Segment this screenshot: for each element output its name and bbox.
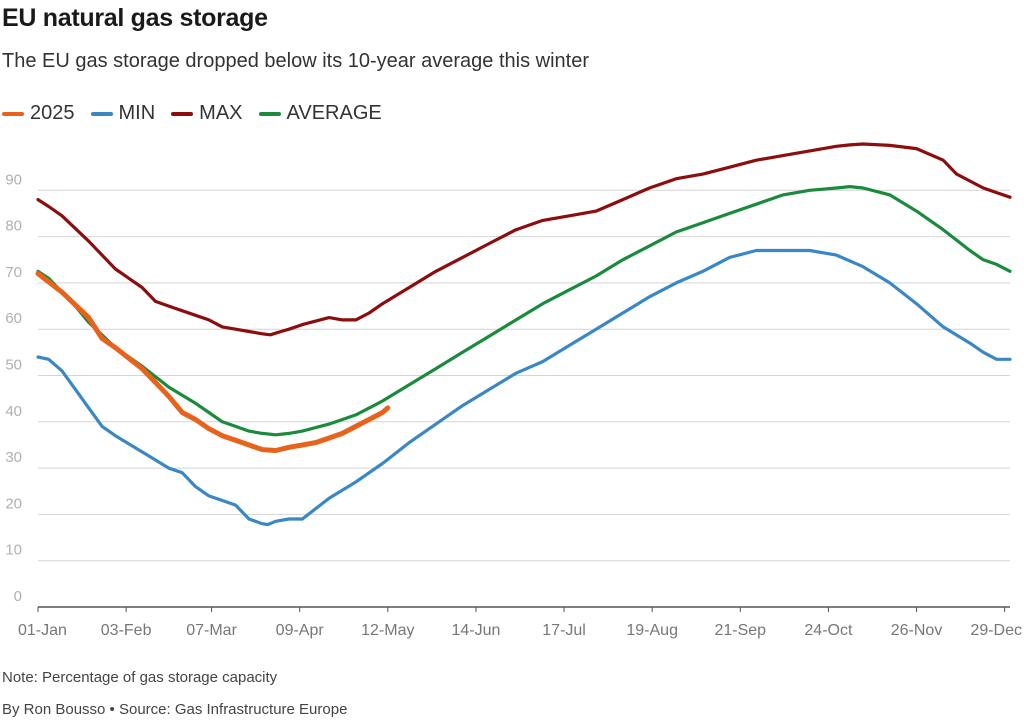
series-line-2025 bbox=[35, 271, 391, 453]
legend-swatch-min bbox=[90, 111, 113, 116]
y-tick-label: 50 bbox=[5, 357, 22, 374]
x-tick-label: 07-Mar bbox=[186, 622, 237, 639]
x-tick-label: 26-Nov bbox=[891, 622, 943, 639]
legend-swatch-average bbox=[258, 111, 281, 116]
legend-item-2025: 2025 bbox=[2, 102, 75, 125]
series-line-min bbox=[36, 248, 1012, 527]
x-tick-label: 29-Dec bbox=[970, 622, 1022, 639]
legend-swatch-max bbox=[171, 111, 194, 116]
footnote: Note: Percentage of gas storage capacity bbox=[2, 669, 278, 686]
legend-label-max: MAX bbox=[199, 102, 243, 124]
y-tick-label: 40 bbox=[5, 403, 22, 420]
series-line-average bbox=[36, 185, 1012, 437]
x-tick-label: 17-Jul bbox=[542, 622, 586, 639]
x-tick-label: 01-Jan bbox=[18, 622, 67, 639]
legend-label-2025: 2025 bbox=[30, 102, 75, 124]
legend-item-average: AVERAGE bbox=[258, 102, 382, 125]
legend-item-max: MAX bbox=[171, 102, 243, 125]
source-byline: By Ron Bousso • Source: Gas Infrastructu… bbox=[2, 701, 348, 718]
legend-label-average: AVERAGE bbox=[286, 102, 382, 124]
x-tick-label: 12-May bbox=[361, 622, 414, 639]
x-tick-label: 19-Aug bbox=[626, 622, 678, 639]
x-tick-labels: 01-Jan 03-Feb 07-Mar 09-Apr 12-May 14-Jun 17-J… bbox=[18, 607, 1022, 639]
y-tick-label: 10 bbox=[5, 542, 22, 559]
x-tick-label: 21-Sep bbox=[714, 622, 766, 639]
grid-lines bbox=[38, 189, 1010, 608]
chart-title: EU natural gas storage bbox=[2, 4, 268, 32]
x-tick-label: 03-Feb bbox=[101, 622, 152, 639]
y-tick-label: 90 bbox=[5, 171, 22, 188]
series-line-max bbox=[36, 142, 1012, 337]
legend: 2025 MIN MAX AVERAGE bbox=[2, 102, 398, 125]
series-lines bbox=[35, 142, 1012, 527]
legend-label-min: MIN bbox=[118, 102, 156, 124]
x-tick-label: 14-Jun bbox=[451, 622, 500, 639]
x-tick-label: 09-Apr bbox=[276, 622, 325, 639]
y-tick-label: 80 bbox=[5, 218, 22, 235]
y-tick-label: 0 bbox=[14, 588, 22, 605]
y-tick-label: 60 bbox=[5, 310, 22, 327]
legend-swatch-2025 bbox=[2, 111, 24, 116]
x-tick-label: 24-Oct bbox=[804, 622, 853, 639]
y-tick-label: 70 bbox=[5, 264, 22, 281]
chart-subtitle: The EU gas storage dropped below its 10-… bbox=[2, 50, 589, 72]
y-tick-label: 30 bbox=[5, 449, 22, 466]
legend-item-min: MIN bbox=[90, 102, 156, 125]
y-tick-labels: 0 10 20 30 40 50 60 70 80 90 bbox=[5, 171, 22, 605]
y-tick-label: 20 bbox=[5, 495, 22, 512]
